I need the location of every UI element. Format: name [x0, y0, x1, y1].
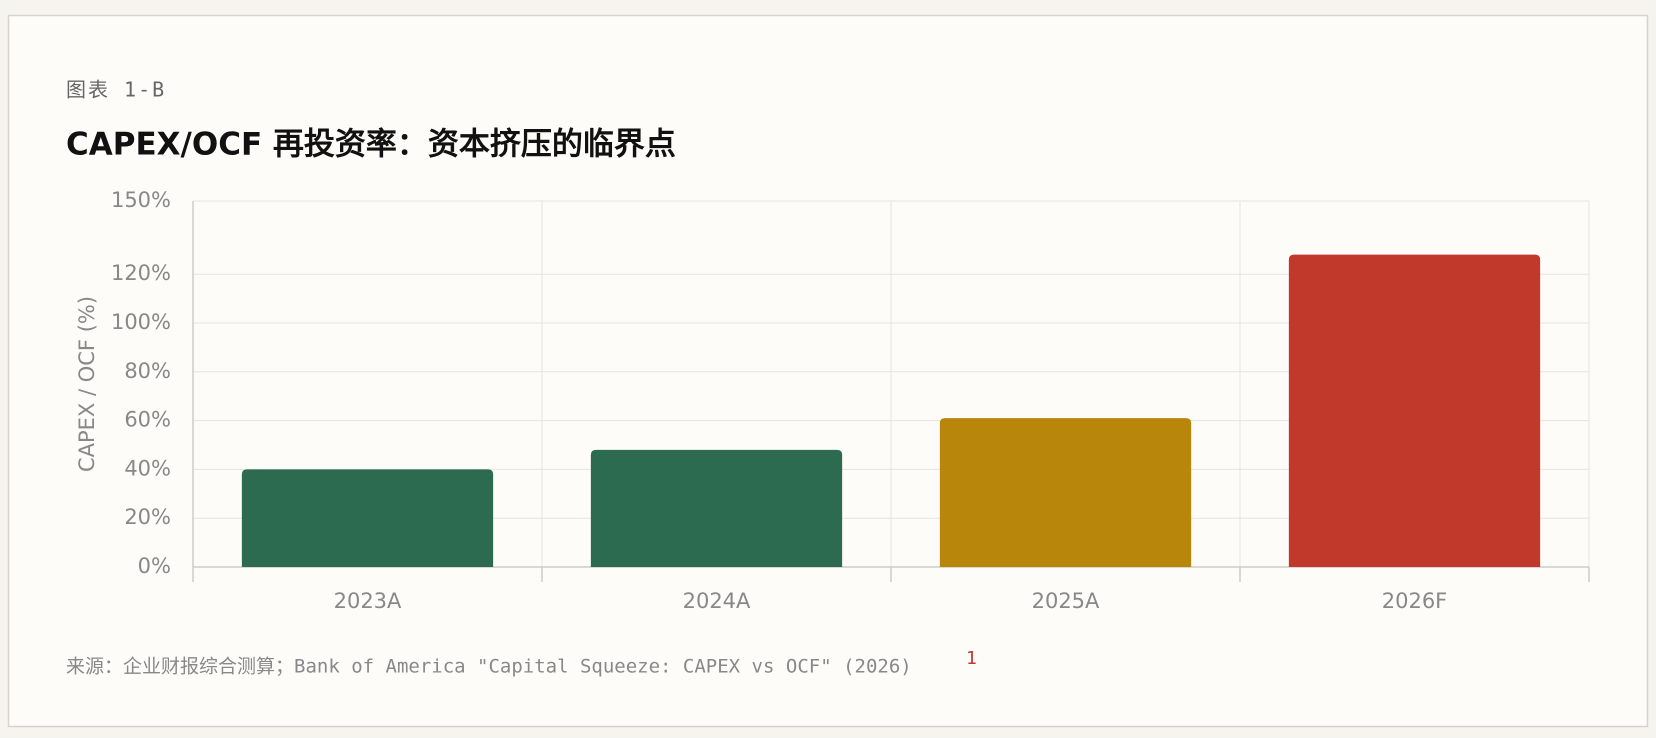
y-tick-label: 0% [138, 554, 171, 578]
y-tick-label: 120% [111, 261, 171, 285]
chart-title: CAPEX/OCF 再投资率：资本挤压的临界点 [66, 127, 676, 163]
source: 来源：企业财报综合测算；Bank of America "Capital Squ… [66, 656, 912, 678]
x-tick-label: 2025A [1032, 589, 1100, 613]
x-tick-label: 2024A [683, 589, 751, 613]
y-tick-label: 100% [111, 310, 171, 334]
x-tick-label: 2026F [1382, 589, 1448, 613]
y-tick-label: 40% [124, 456, 171, 480]
footnote-ref[interactable]: 1 [966, 648, 977, 669]
y-tick-label: 150% [111, 188, 171, 212]
bar [939, 418, 1192, 567]
bar [241, 469, 494, 567]
y-tick-label: 20% [124, 505, 171, 529]
y-tick-label: 80% [124, 359, 171, 383]
figure-label: 图表 1-B [66, 78, 166, 102]
bar [590, 449, 843, 567]
x-tick-label: 2023A [334, 589, 402, 613]
y-tick-label: 60% [124, 408, 171, 432]
bar [1288, 254, 1541, 567]
y-axis-label: CAPEX / OCF (%) [75, 296, 99, 472]
